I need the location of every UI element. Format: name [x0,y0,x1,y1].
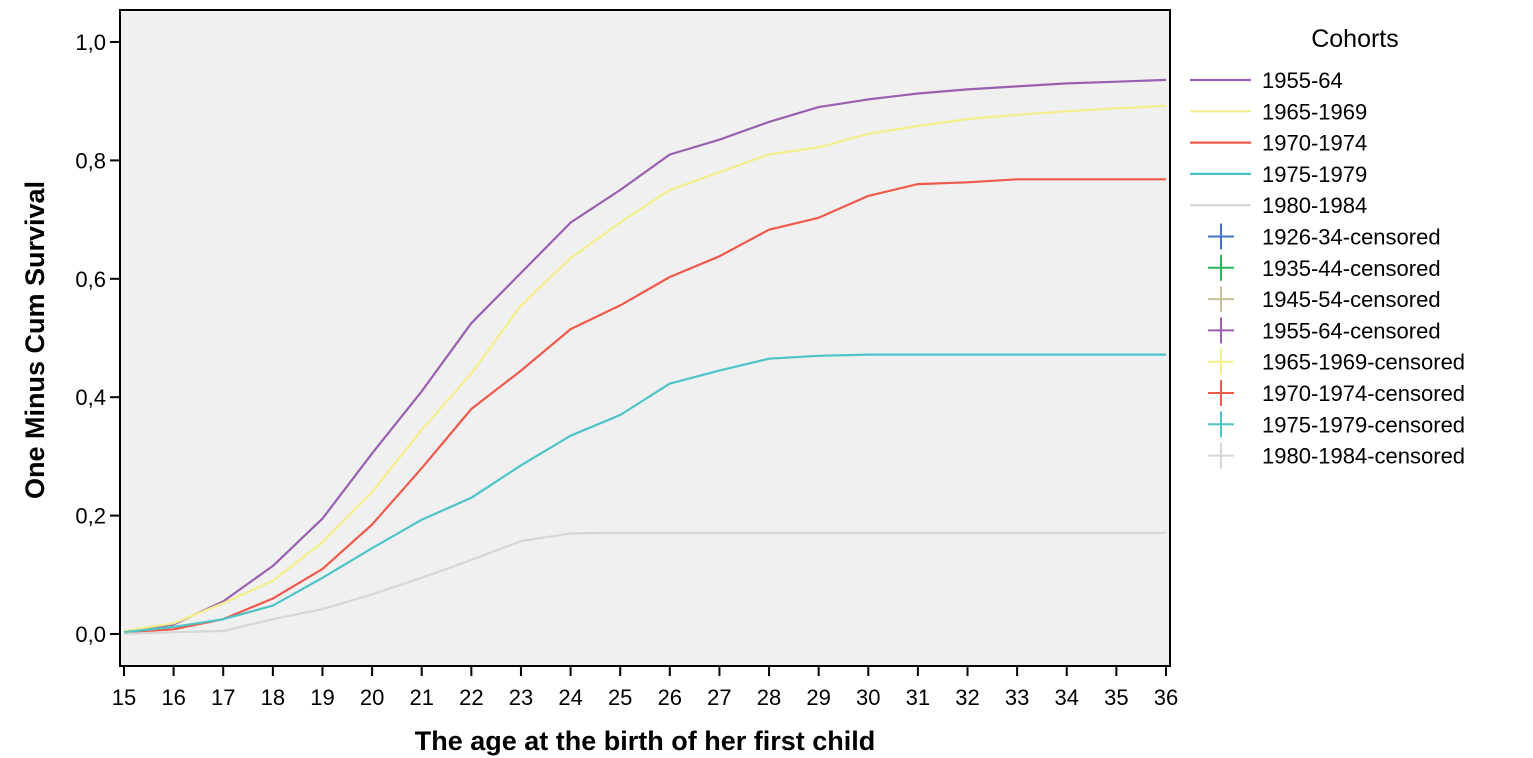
series-line-1975-1979 [123,353,1166,634]
series-line-1970-1974 [123,178,1166,634]
x-tick-label: 33 [1005,685,1029,710]
x-tick-label: 35 [1104,685,1128,710]
legend-label: 1965-1969-censored [1262,350,1465,375]
x-tick-label: 31 [906,685,930,710]
legend-item-1945-54-censored: 1945-54-censored [1208,286,1441,313]
x-tick-label: 21 [409,685,433,710]
legend-item-1965-1969: 1965-1969 [1190,99,1367,124]
x-tick-label: 32 [955,685,979,710]
legend-label: 1945-54-censored [1262,287,1441,312]
y-tick-label: 0,0 [75,622,106,647]
plot-frame [119,9,1171,667]
x-tick-label: 19 [310,685,334,710]
legend-label: 1955-64 [1262,68,1343,93]
y-tick-label: 0,8 [75,148,106,173]
legend-item-1935-44-censored: 1935-44-censored [1208,254,1441,281]
x-tick-label: 27 [707,685,731,710]
x-tick-label: 18 [261,685,285,710]
legend-label: 1926-34-censored [1262,225,1441,250]
x-tick-label: 28 [757,685,781,710]
legend-item-1975-1979-censored: 1975-1979-censored [1208,411,1465,438]
x-tick-label: 17 [211,685,235,710]
legend-item-1955-64: 1955-64 [1190,68,1343,93]
y-axis-title: One Minus Cum Survival [20,181,50,499]
legend-item-1980-1984-censored: 1980-1984-censored [1208,442,1465,469]
plot-area [120,10,1170,666]
x-tick-label: 22 [459,685,483,710]
legend-item-1970-1974: 1970-1974 [1190,131,1367,156]
legend-label: 1975-1979 [1262,162,1367,187]
x-tick-label: 15 [112,685,136,710]
legend: Cohorts 1955-64 1965-1969 1970-1974 1975-19… [1190,25,1465,469]
legend-item-1970-1974-censored: 1970-1974-censored [1208,380,1465,406]
legend-label: 1955-64-censored [1262,318,1441,343]
x-axis-title: The age at the birth of her first child [415,726,876,756]
y-tick-label: 0,6 [75,267,106,292]
legend-title: Cohorts [1311,25,1399,53]
x-tick-label: 25 [608,685,632,710]
x-tick-label: 34 [1055,685,1079,710]
x-tick-label: 23 [509,685,533,710]
y-tick-label: 0,4 [75,385,106,410]
y-tick-label: 0,2 [75,504,106,529]
legend-label: 1965-1969 [1262,99,1367,124]
legend-label: 1970-1974 [1262,131,1367,156]
legend-label: 1935-44-censored [1262,256,1441,281]
legend-item-1955-64-censored: 1955-64-censored [1208,317,1441,344]
series-line-1980-1984 [123,531,1166,636]
x-tick-label: 24 [558,685,582,710]
x-tick-label: 36 [1154,685,1178,710]
legend-item-1965-1969-censored: 1965-1969-censored [1208,348,1465,375]
x-tick-label: 29 [806,685,830,710]
legend-label: 1975-1979-censored [1262,412,1465,437]
legend-label: 1980-1984-censored [1262,444,1465,469]
x-tick-label: 20 [360,685,384,710]
legend-item-1975-1979: 1975-1979 [1190,162,1367,187]
series-line-1965-1969 [123,104,1167,633]
x-axis: 15 16 17 18 19 20 21 22 23 24 25 26 27 28 29 30 31 32 33 34… [112,666,1178,710]
legend-item-1980-1984: 1980-1984 [1190,193,1367,218]
legend-item-1926-34-censored: 1926-34-censored [1208,223,1441,250]
x-tick-label: 26 [658,685,682,710]
legend-label: 1970-1974-censored [1262,381,1465,406]
x-tick-label: 16 [161,685,185,710]
series-layer [123,78,1167,636]
x-tick-label: 30 [856,685,880,710]
y-tick-label: 1,0 [75,30,106,55]
y-axis: 0,0 0,2 0,4 0,6 0,8 1,0 [75,30,120,647]
legend-label: 1980-1984 [1262,193,1367,218]
series-line-1955-64 [123,78,1167,633]
